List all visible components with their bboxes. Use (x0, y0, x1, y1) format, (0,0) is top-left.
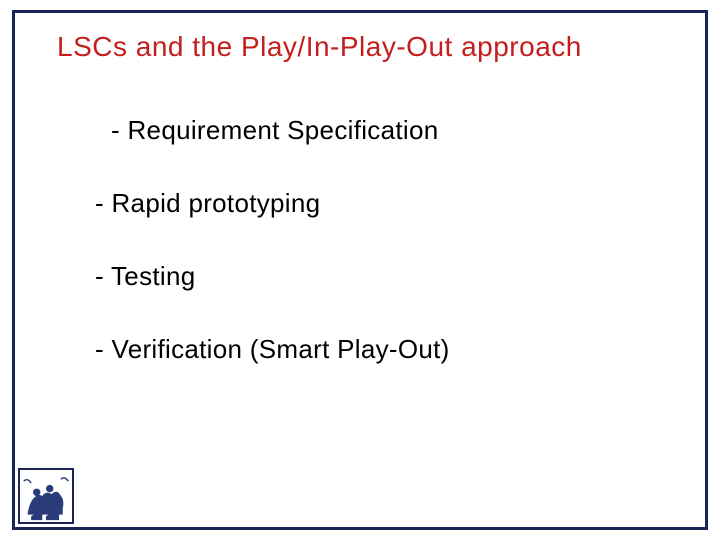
institution-logo (18, 468, 74, 524)
bullet-item: - Rapid prototyping (95, 188, 665, 219)
bullet-item: - Requirement Specification (111, 115, 665, 146)
bullet-list: - Requirement Specification - Rapid prot… (95, 115, 665, 407)
slide-frame: LSCs and the Play/In-Play-Out approach -… (12, 10, 708, 530)
bullet-item: - Testing (95, 261, 665, 292)
bullet-item: - Verification (Smart Play-Out) (95, 334, 665, 365)
slide-title: LSCs and the Play/In-Play-Out approach (57, 31, 582, 63)
logo-icon (20, 470, 72, 522)
